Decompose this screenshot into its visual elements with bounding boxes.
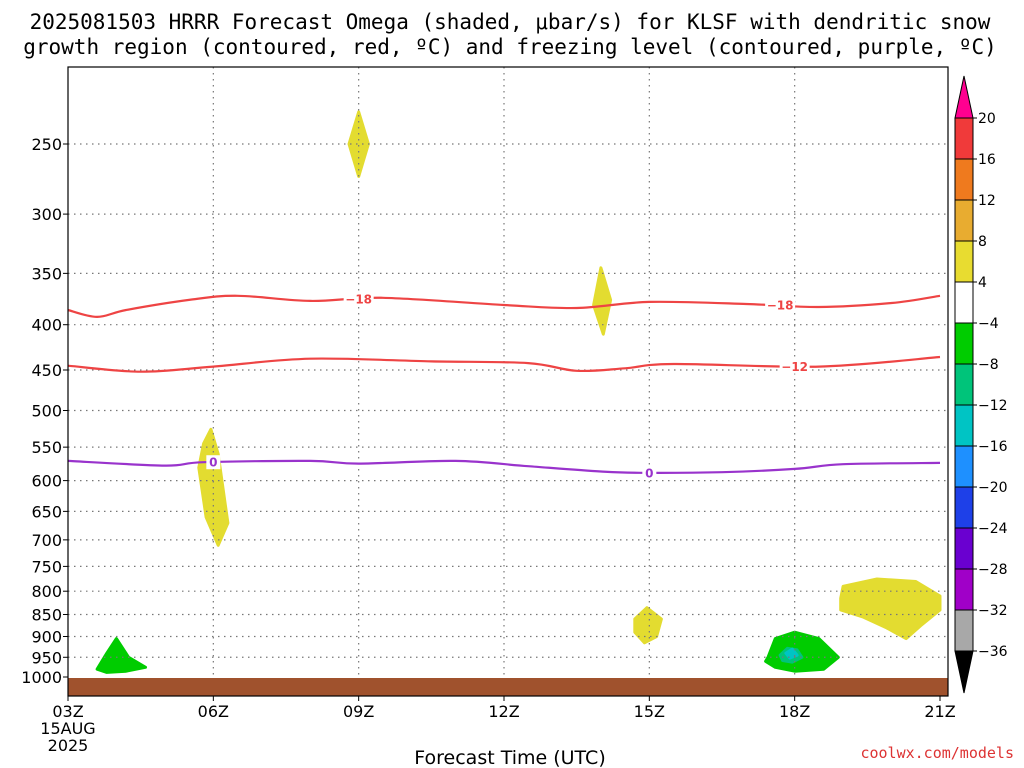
colorbar-swatch-4 [954,240,974,283]
y-tick-label-950: 950 [31,648,62,667]
colorbar-label-2: 12 [978,193,996,209]
y-tick-label-850: 850 [31,606,62,625]
omega-region-4 [839,577,942,641]
colorbar-label-11: −28 [978,562,1008,578]
contour-label-bg-1-0 [779,359,810,374]
x-tick-date: 15AUG [40,719,95,738]
colorbar-label-4: 4 [978,275,987,291]
y-tick-label-450: 450 [31,361,62,380]
colorbar-swatch-9 [954,445,974,488]
colorbar-arrow-top [954,75,974,119]
x-axis-label: Forecast Time (UTC) [414,747,605,768]
y-tick-label-750: 750 [31,557,62,576]
temperature-contours: −18 −18 −12 0 0 [67,291,941,480]
contour-label-1-0: −12 [781,360,808,374]
contour-line-2 [67,459,941,474]
colorbar-swatch-5 [954,281,974,324]
colorbar-swatch-8 [954,404,974,447]
colorbar-swatch-3 [954,199,974,242]
y-axis-ticks: 250 300 350 400 450 500 550 600 650 700 750 800 850 9… [21,135,68,687]
contour-line-0 [67,294,941,319]
y-tick-label-900: 900 [31,627,62,646]
y-tick-label-250: 250 [31,135,62,154]
colorbar-label-12: −32 [978,603,1008,619]
x-tick-label-03Z: 03Z [52,702,83,721]
colorbar-label-6: −8 [978,357,999,373]
contour-label-0-0: −18 [345,292,372,306]
x-tick-label-18Z: 18Z [779,702,810,721]
ground-band [68,678,948,696]
x-tick-label-12Z: 12Z [488,702,519,721]
colorbar-swatch-12 [954,568,974,611]
colorbar-arrow-bottom [954,650,974,694]
contour-label-bg-0-0 [343,291,374,306]
colorbar-swatch-11 [954,527,974,570]
omega-region-5 [95,637,147,674]
colorbar-label-13: −36 [978,644,1008,660]
y-tick-label-800: 800 [31,582,62,601]
y-tick-label-600: 600 [31,472,62,491]
colorbar-label-8: −16 [978,439,1008,455]
contour-label-2-0: 0 [209,456,217,470]
x-tick-label-09Z: 09Z [343,702,374,721]
plot-frame [67,66,949,697]
omega-region-2 [592,266,613,336]
colorbar-label-0: 20 [978,111,996,127]
colorbar-label-10: −24 [978,521,1008,537]
x-tick-label-06Z: 06Z [198,702,229,721]
omega-region-6 [764,630,840,673]
omega-shaded-regions [68,110,948,696]
colorbar-swatch-6 [954,322,974,365]
colorbar-swatch-7 [954,363,974,406]
contour-label-2-1: 0 [645,466,653,480]
source-credit: coolwx.com/models [860,744,1014,762]
y-tick-label-350: 350 [31,264,62,283]
y-tick-label-1000: 1000 [21,668,62,687]
x-tick-year: 2025 [48,736,89,755]
contour-label-bg-2-0 [206,455,221,470]
colorbar-label-5: −4 [978,316,999,332]
y-tick-label-300: 300 [31,205,62,224]
contour-label-bg-0-1 [765,297,796,312]
y-tick-label-500: 500 [31,402,62,421]
colorbar-label-3: 8 [978,234,987,250]
chart-title-line-2: growth region (contoured, red, ºC) and f… [23,35,997,59]
chart-title-line-1: 2025081503 HRRR Forecast Omega (shaded, … [30,10,991,34]
x-tick-label-21Z: 21Z [924,702,955,721]
colorbar-label-9: −20 [978,480,1008,496]
y-tick-label-550: 550 [31,438,62,457]
contour-line-1 [67,355,941,373]
colorbar-swatch-10 [954,486,974,529]
contour-label-0-1: −18 [767,298,794,312]
omega-colorbar: 20 16 12 8 4 −4 −8 −12 −16 −20 −24 −28 −32 −36 [954,75,1008,694]
y-tick-label-400: 400 [31,316,62,335]
colorbar-swatch-13 [954,609,974,652]
colorbar-label-7: −12 [978,398,1008,414]
contour-label-bg-2-1 [642,465,657,480]
omega-region-3 [633,606,663,645]
colorbar-swatch-1 [954,117,974,160]
colorbar-swatch-2 [954,158,974,201]
y-tick-label-650: 650 [31,502,62,521]
x-tick-label-15Z: 15Z [634,702,665,721]
y-tick-label-700: 700 [31,531,62,550]
plot-grid [68,67,948,677]
colorbar-label-1: 16 [978,152,996,168]
